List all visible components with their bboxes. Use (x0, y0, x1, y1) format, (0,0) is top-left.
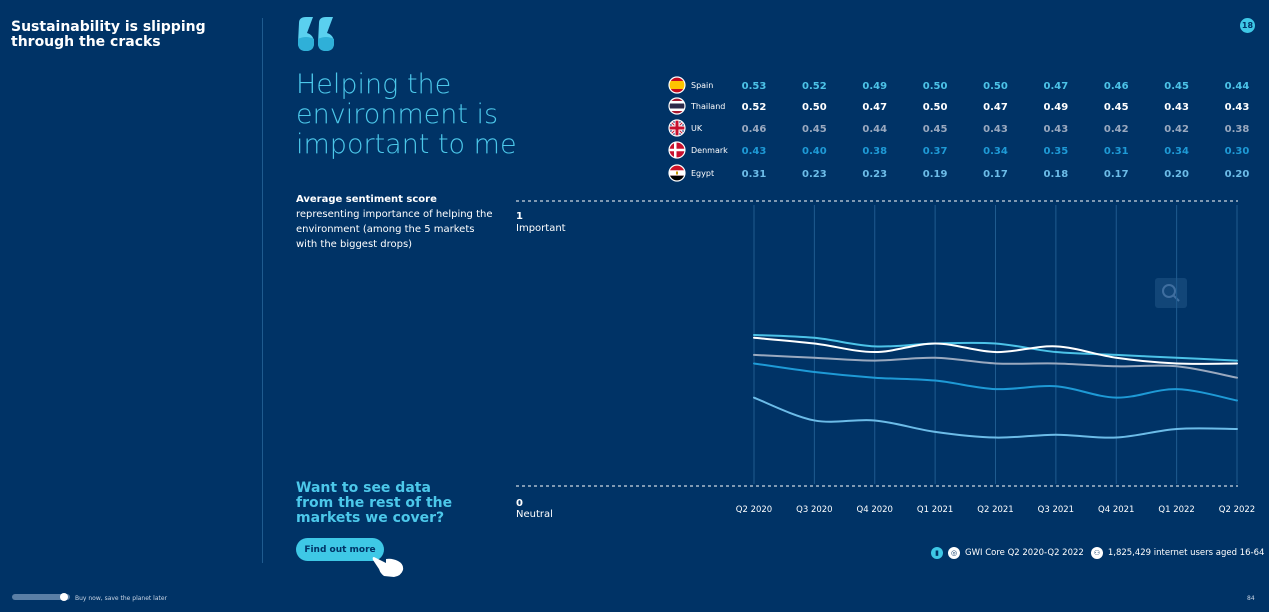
y-bottom-label: 0 (516, 498, 523, 509)
table-value-uk-8: 0.38 (1225, 124, 1250, 135)
x-tick-label-3: Q1 2021 (917, 505, 953, 515)
table-value-spain-8: 0.44 (1225, 81, 1250, 92)
x-tick-label-4: Q2 2021 (977, 505, 1013, 515)
source-sample: 1,825,429 internet users aged 16-64 (1108, 548, 1265, 558)
table-value-spain-4: 0.50 (983, 81, 1008, 92)
source-bar: ▮ ◎ GWI Core Q2 2020-Q2 2022 ⚇ 1,825,429… (931, 546, 1264, 560)
table-value-uk-1: 0.45 (802, 124, 827, 135)
chart: 1Important 0Neutral Q2 2020 Q3 2020 Q4 2020 Q… (0, 0, 1269, 612)
x-tick-label-7: Q1 2022 (1158, 505, 1194, 515)
users-icon: ⚇ (1091, 547, 1103, 559)
table-country-denmark: Denmark (691, 146, 728, 155)
table-value-denmark-8: 0.30 (1225, 146, 1250, 157)
x-tick-label-2: Q4 2020 (857, 505, 893, 515)
x-tick-label-5: Q3 2021 (1038, 505, 1074, 515)
table-country-spain: Spain (691, 81, 713, 90)
flag-egypt-icon (669, 165, 685, 181)
table-value-spain-6: 0.46 (1104, 81, 1129, 92)
y-bottom-caption: Neutral (516, 509, 553, 520)
table-value-spain-2: 0.49 (862, 81, 887, 92)
table-value-uk-3: 0.45 (923, 124, 948, 135)
chart-icon: ▮ (931, 547, 943, 559)
table-value-denmark-5: 0.35 (1044, 146, 1069, 157)
table-value-egypt-4: 0.17 (983, 169, 1008, 180)
table-value-uk-5: 0.43 (1044, 124, 1069, 135)
table-value-egypt-5: 0.18 (1044, 169, 1069, 180)
table-value-thailand-1: 0.50 (802, 102, 827, 113)
flag-spain-icon (669, 77, 685, 93)
table-value-egypt-2: 0.23 (862, 169, 887, 180)
table-value-thailand-6: 0.45 (1104, 102, 1129, 113)
table-value-spain-0: 0.53 (742, 81, 767, 92)
table-value-denmark-6: 0.31 (1104, 146, 1129, 157)
table-value-egypt-0: 0.31 (742, 169, 767, 180)
x-tick-label-1: Q3 2020 (796, 505, 832, 515)
table-value-uk-2: 0.44 (862, 124, 887, 135)
table-value-uk-4: 0.43 (983, 124, 1008, 135)
y-top-label: 1 (516, 211, 523, 222)
flag-uk-icon (669, 120, 685, 136)
table-value-thailand-2: 0.47 (862, 102, 887, 113)
table-value-uk-7: 0.42 (1164, 124, 1189, 135)
x-tick-label-8: Q2 2022 (1219, 505, 1255, 515)
table-value-spain-3: 0.50 (923, 81, 948, 92)
table-value-egypt-6: 0.17 (1104, 169, 1129, 180)
table-value-egypt-1: 0.23 (802, 169, 827, 180)
table-value-egypt-7: 0.20 (1164, 169, 1189, 180)
table-value-spain-5: 0.47 (1044, 81, 1069, 92)
table-value-thailand-3: 0.50 (923, 102, 948, 113)
table-value-thailand-5: 0.49 (1044, 102, 1069, 113)
table-value-thailand-7: 0.43 (1164, 102, 1189, 113)
table-value-egypt-8: 0.20 (1225, 169, 1250, 180)
x-tick-label-6: Q4 2021 (1098, 505, 1134, 515)
flag-thailand-icon (669, 98, 685, 114)
flag-denmark-icon (669, 142, 685, 158)
table-value-denmark-1: 0.40 (802, 146, 827, 157)
y-top-caption: Important (516, 223, 566, 234)
gwi-logo-icon: ◎ (948, 547, 960, 559)
table-value-spain-7: 0.45 (1164, 81, 1189, 92)
table-value-denmark-7: 0.34 (1164, 146, 1189, 157)
table-value-egypt-3: 0.19 (923, 169, 948, 180)
source-dataset: GWI Core Q2 2020-Q2 2022 (965, 548, 1084, 558)
table-country-egypt: Egypt (691, 169, 714, 178)
table-value-denmark-0: 0.43 (742, 146, 767, 157)
table-country-thailand: Thailand (690, 102, 725, 111)
footer-text: Buy now, save the planet later (75, 595, 167, 602)
table-value-denmark-3: 0.37 (923, 146, 948, 157)
x-tick-label-0: Q2 2020 (736, 505, 772, 515)
table-country-uk: UK (691, 124, 703, 133)
table-value-spain-1: 0.52 (802, 81, 827, 92)
page-number: 84 (1247, 595, 1255, 602)
table-value-denmark-2: 0.38 (862, 146, 887, 157)
table-value-denmark-4: 0.34 (983, 146, 1008, 157)
table-value-uk-0: 0.46 (742, 124, 767, 135)
table-value-thailand-4: 0.47 (983, 102, 1008, 113)
table-value-thailand-0: 0.52 (742, 102, 767, 113)
progress-handle[interactable] (60, 593, 68, 601)
table-value-uk-6: 0.42 (1104, 124, 1129, 135)
table-value-thailand-8: 0.43 (1225, 102, 1250, 113)
